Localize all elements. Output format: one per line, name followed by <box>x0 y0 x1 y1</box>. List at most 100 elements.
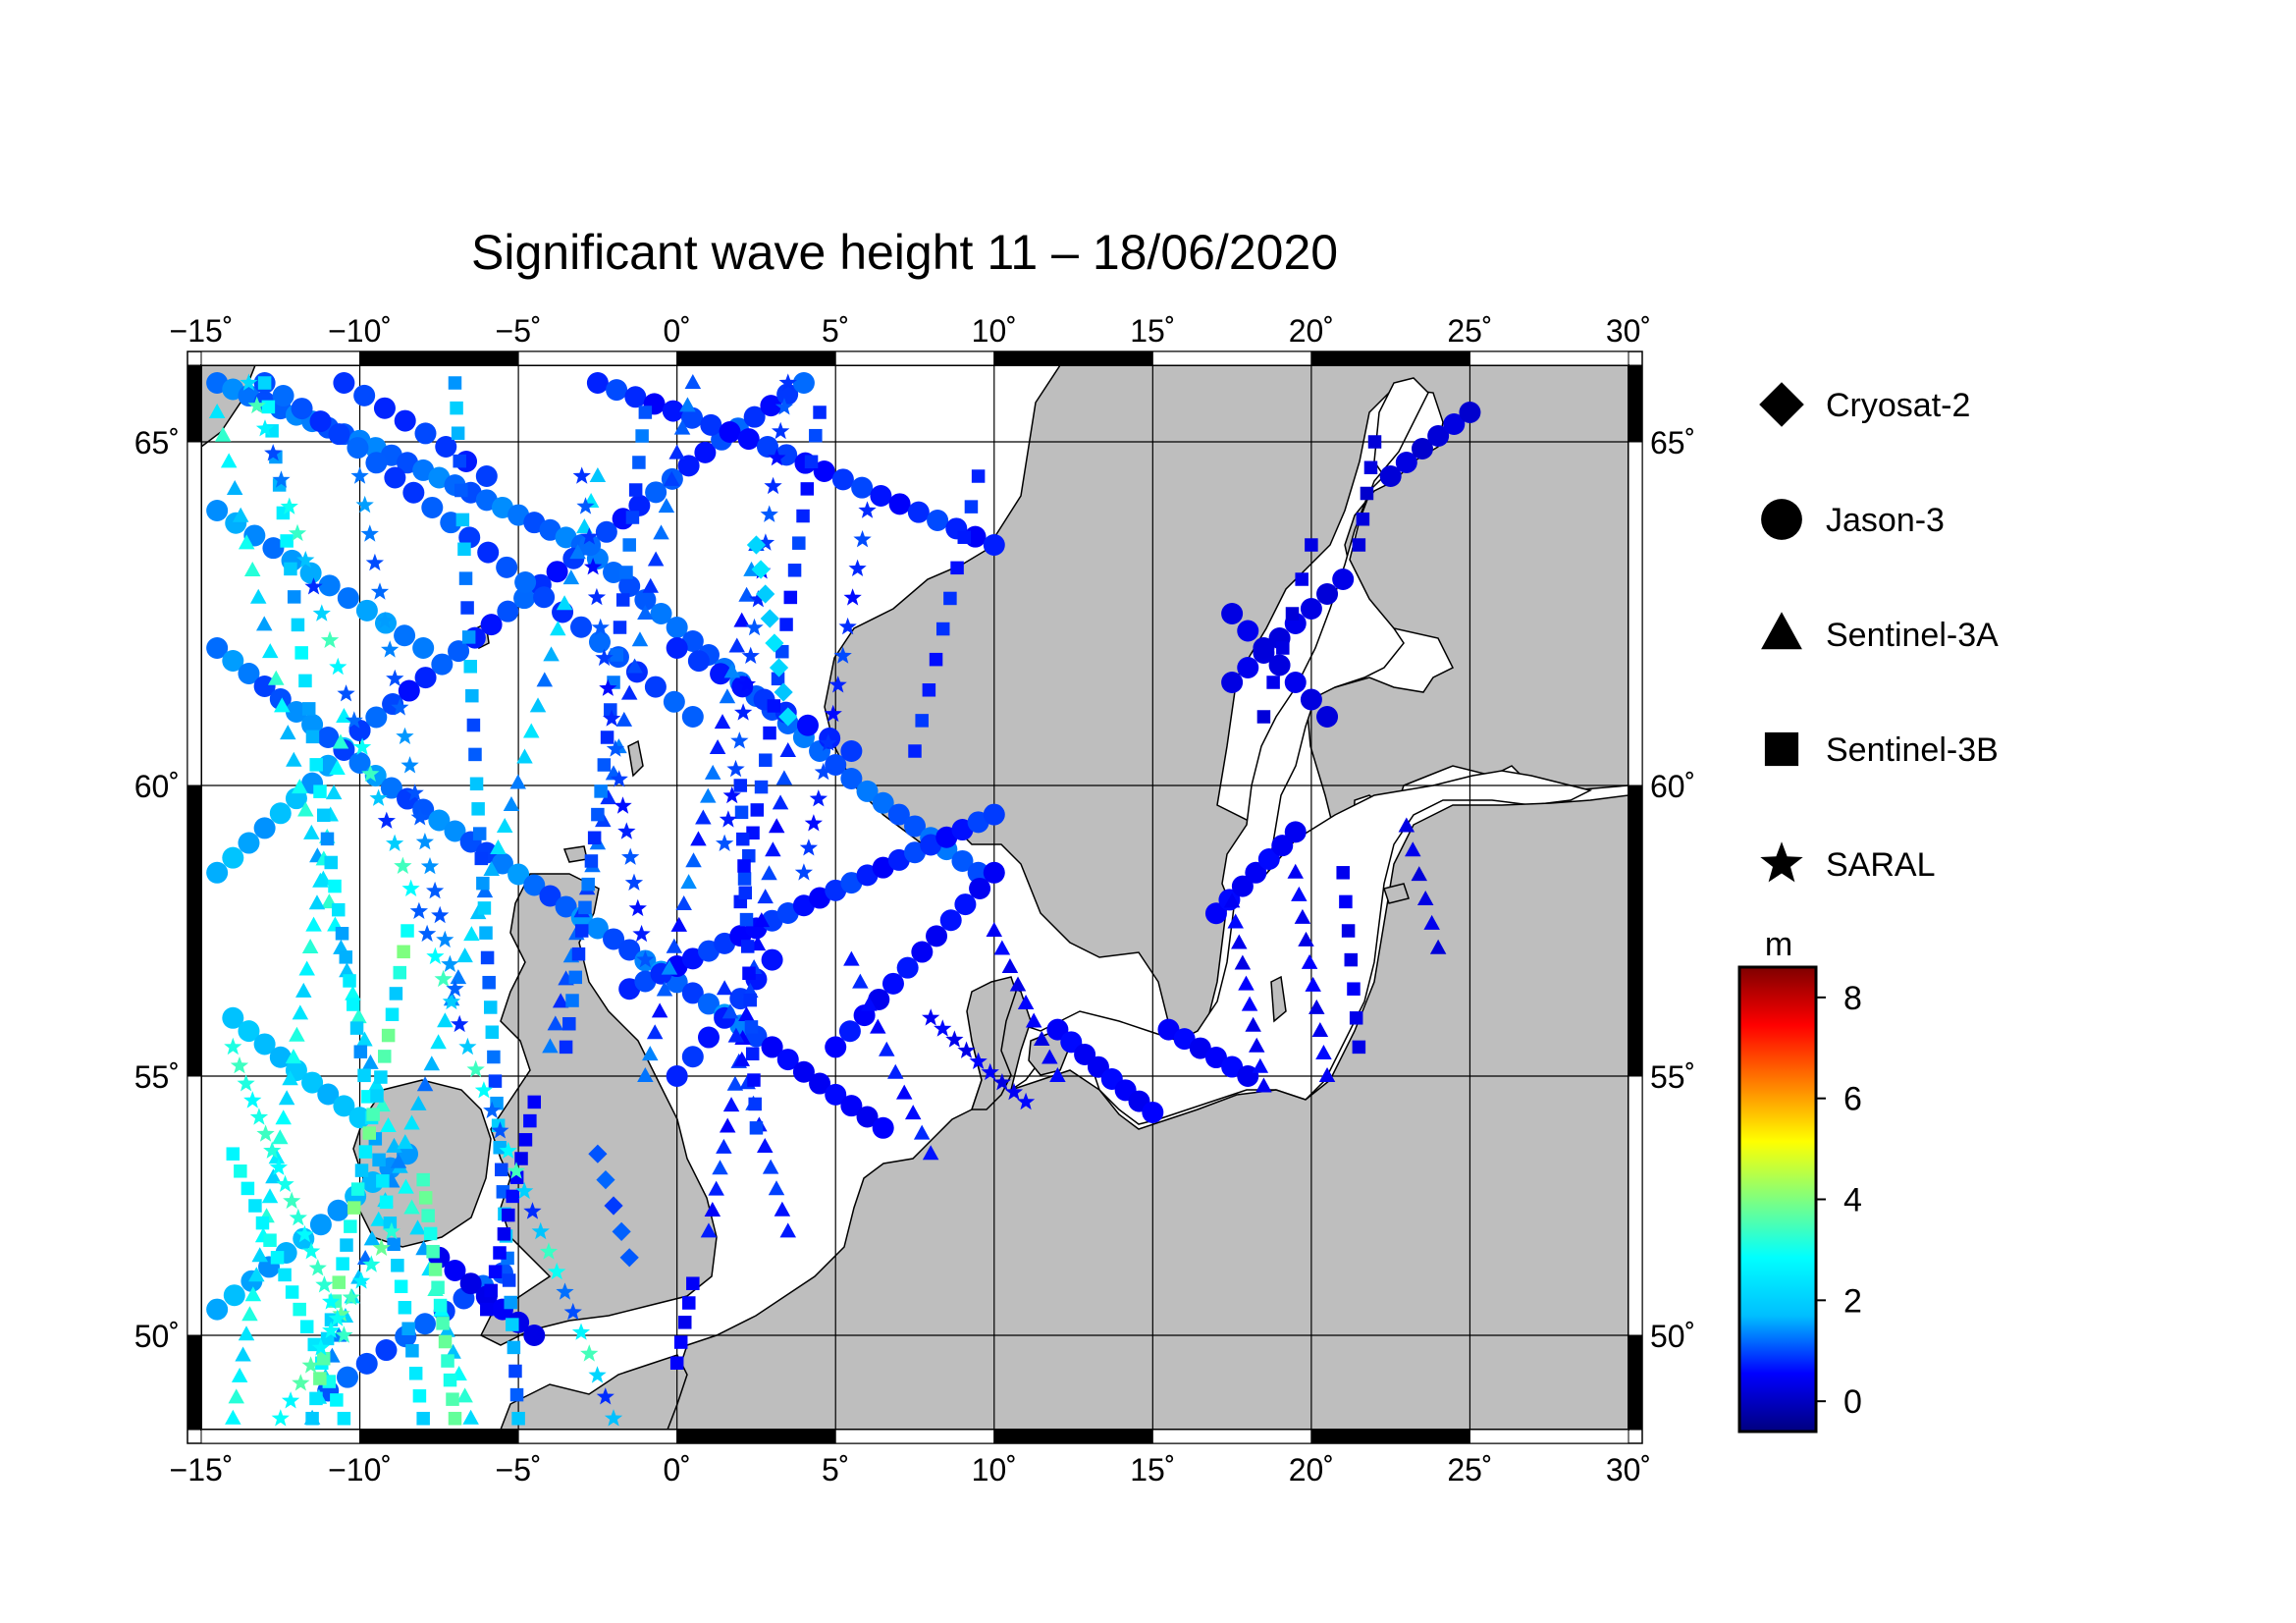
jason-3-marker <box>413 1313 436 1335</box>
sentinel-3a-marker <box>503 795 520 811</box>
frame-bar-bottom <box>676 1429 836 1444</box>
sentinel-3a-marker <box>757 889 774 904</box>
sentinel-3b-marker <box>742 848 756 863</box>
saral-marker <box>401 879 420 896</box>
sentinel-3b-marker <box>1256 710 1271 724</box>
series-cryosat-2 <box>588 535 798 1268</box>
sentinel-3b-marker <box>370 1089 384 1103</box>
jason-3-marker <box>1459 402 1481 423</box>
jason-3-marker <box>939 909 962 932</box>
sentinel-3b-marker <box>743 993 757 1007</box>
jason-3-marker <box>1046 1018 1069 1041</box>
sentinel-3a-marker <box>262 643 279 659</box>
sentinel-3b-marker <box>332 902 346 917</box>
sentinel-3a-marker <box>1294 908 1311 924</box>
jason-3-marker <box>431 653 454 676</box>
lat-tick-label: 65˚ <box>134 425 180 460</box>
jason-3-marker <box>1221 672 1244 693</box>
saral-marker <box>734 703 753 721</box>
cryosat-2-marker <box>619 1248 639 1268</box>
jason-3-marker <box>435 436 457 458</box>
sentinel-3b-marker <box>347 998 360 1011</box>
sentinel-3b-marker <box>309 758 323 772</box>
sentinel-3a-marker <box>704 1202 721 1217</box>
saral-marker <box>614 796 632 814</box>
sentinel-3a-marker <box>1308 999 1325 1014</box>
sentinel-3a-marker <box>456 1387 473 1403</box>
jason-3-marker <box>838 1020 861 1043</box>
sentinel-3b-marker <box>379 1195 394 1210</box>
sentinel-3a-marker <box>1245 1016 1261 1032</box>
frame-bar-bottom <box>1468 1429 1629 1444</box>
sentinel-3a-marker <box>727 1027 745 1043</box>
sentinel-3a-marker <box>556 595 573 611</box>
sentinel-3b-marker <box>749 1121 764 1135</box>
sentinel-3b-marker <box>480 950 495 965</box>
jason-3-marker <box>555 895 577 918</box>
sentinel-3b-marker <box>767 699 781 713</box>
jason-3-marker <box>1395 452 1417 473</box>
jason-3-marker <box>1142 1101 1164 1123</box>
sentinel-3b-marker <box>385 1007 400 1021</box>
frame-bar-bottom <box>517 1429 678 1444</box>
sentinel-3a-marker <box>423 1055 441 1071</box>
sentinel-3b-marker <box>559 1040 573 1055</box>
sentinel-3a-marker <box>509 774 526 789</box>
jason-3-marker <box>687 650 710 673</box>
saral-marker <box>799 839 818 856</box>
sentinel-3b-marker <box>298 674 312 688</box>
sentinel-3b-marker <box>1305 538 1318 552</box>
sentinel-3b-marker <box>313 784 327 798</box>
sentinel-3b-marker <box>248 1199 262 1213</box>
sentinel-3b-marker <box>1344 952 1359 967</box>
saral-marker <box>726 759 745 778</box>
sentinel-3a-marker <box>403 1199 420 1215</box>
cryosat-2-marker <box>769 658 789 677</box>
saral-marker <box>580 1344 599 1362</box>
jason-3-marker <box>644 676 667 698</box>
saral-marker <box>381 640 400 658</box>
cryosat-2-marker <box>765 633 784 653</box>
lat-tick-label: 55˚ <box>134 1059 180 1095</box>
saral-marker <box>332 1304 350 1323</box>
sentinel-3b-marker <box>337 1411 351 1426</box>
sentinel-3a-marker <box>1049 1067 1066 1082</box>
sentinel-3a-marker <box>516 748 533 764</box>
colorbar-unit: m <box>1765 926 1792 963</box>
sentinel-3b-marker <box>309 1391 323 1406</box>
lon-tick-label: −10˚ <box>328 313 392 349</box>
sentinel-3a-marker <box>757 1138 774 1153</box>
series-jason-3 <box>206 372 1481 1402</box>
jason-3-marker <box>1332 568 1355 590</box>
sentinel-3a-marker <box>728 637 746 653</box>
sentinel-3a-marker <box>1041 1049 1058 1064</box>
saral-marker <box>969 1052 988 1069</box>
sentinel-3a-marker <box>274 697 291 713</box>
sentinel-3a-marker <box>716 980 733 996</box>
sentinel-3a-marker <box>265 1168 282 1184</box>
sentinel-3a-marker <box>350 1008 367 1024</box>
sentinel-3b-marker <box>293 1302 306 1317</box>
sentinel-3b-marker <box>469 777 484 791</box>
jason-3-marker <box>809 1072 831 1095</box>
jason-3-marker <box>872 1116 894 1139</box>
jason-3-marker <box>1411 438 1433 460</box>
sentinel-3b-marker <box>615 593 630 607</box>
sentinel-3b-marker <box>305 730 320 744</box>
jason-3-marker <box>394 409 416 432</box>
jason-3-marker <box>969 877 991 899</box>
sentinel-3a-marker <box>463 926 480 942</box>
jason-3-marker <box>1427 425 1450 447</box>
saral-marker <box>451 1014 469 1033</box>
saral-marker <box>588 1366 607 1383</box>
saral-marker <box>587 587 607 606</box>
saral-marker <box>426 947 445 965</box>
jason-3-marker <box>384 466 406 489</box>
frame-bar-top <box>200 351 361 366</box>
saral-marker <box>556 1282 574 1300</box>
sentinel-3a-marker <box>642 577 659 593</box>
sentinel-3a-marker <box>895 1084 913 1100</box>
sentinel-3a-marker <box>1287 863 1304 879</box>
saral-marker <box>523 1202 542 1219</box>
jason-3-marker <box>421 496 444 518</box>
